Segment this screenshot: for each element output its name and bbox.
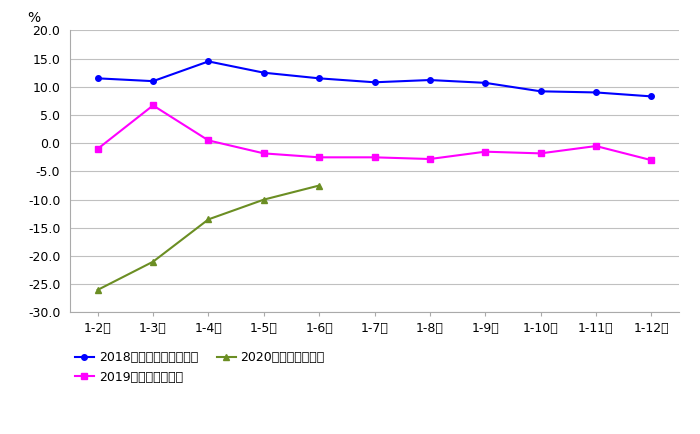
2018年主营业务收入同比 bbox=[370, 80, 379, 85]
2018年主营业务收入同比 bbox=[481, 80, 489, 85]
Line: 2020年营业收入同比: 2020年营业收入同比 bbox=[94, 182, 323, 293]
2018年主营业务收入同比 bbox=[204, 59, 213, 64]
2019年营业收入同比 bbox=[592, 143, 600, 148]
2018年主营业务收入同比 bbox=[260, 70, 268, 75]
2020年营业收入同比 bbox=[315, 183, 323, 188]
2019年营业收入同比 bbox=[94, 146, 102, 151]
2019年营业收入同比 bbox=[204, 138, 213, 143]
2019年营业收入同比 bbox=[370, 155, 379, 160]
2018年主营业务收入同比 bbox=[426, 77, 434, 82]
2019年营业收入同比 bbox=[315, 155, 323, 160]
Text: %: % bbox=[27, 11, 41, 25]
Line: 2019年营业收入同比: 2019年营业收入同比 bbox=[95, 102, 654, 163]
2018年主营业务收入同比 bbox=[647, 94, 655, 99]
2020年营业收入同比 bbox=[204, 217, 213, 222]
Line: 2018年主营业务收入同比: 2018年主营业务收入同比 bbox=[95, 59, 654, 99]
2018年主营业务收入同比 bbox=[536, 89, 545, 94]
2019年营业收入同比 bbox=[260, 151, 268, 156]
2020年营业收入同比 bbox=[260, 197, 268, 202]
2018年主营业务收入同比 bbox=[94, 76, 102, 81]
2020年营业收入同比 bbox=[94, 287, 102, 293]
2019年营业收入同比 bbox=[426, 156, 434, 161]
Legend: 2018年主营业务收入同比, 2019年营业收入同比, 2020年营业收入同比: 2018年主营业务收入同比, 2019年营业收入同比, 2020年营业收入同比 bbox=[70, 346, 330, 388]
2020年营业收入同比 bbox=[149, 259, 158, 264]
2019年营业收入同比 bbox=[481, 149, 489, 155]
2018年主营业务收入同比 bbox=[315, 76, 323, 81]
2018年主营业务收入同比 bbox=[592, 90, 600, 95]
2019年营业收入同比 bbox=[536, 151, 545, 156]
2019年营业收入同比 bbox=[647, 158, 655, 163]
2019年营业收入同比 bbox=[149, 103, 158, 108]
2018年主营业务收入同比 bbox=[149, 79, 158, 84]
